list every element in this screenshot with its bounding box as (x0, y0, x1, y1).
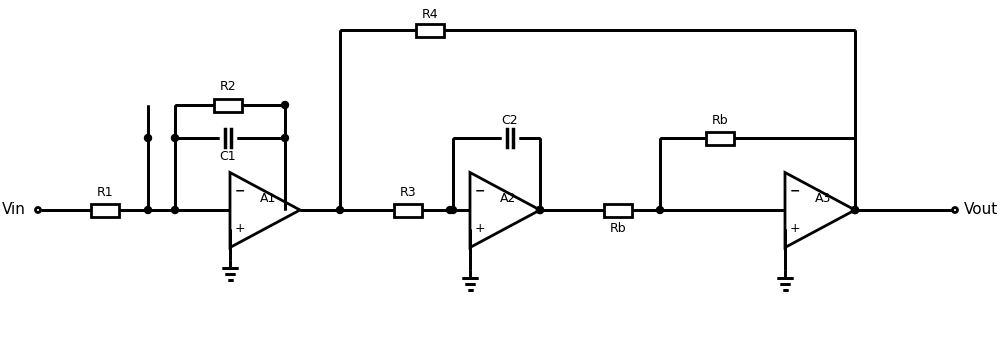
Text: Vin: Vin (2, 203, 26, 218)
Text: C1: C1 (220, 150, 236, 163)
Bar (706, 132, 734, 145)
Text: +: + (475, 222, 485, 235)
Text: Vout: Vout (964, 203, 998, 218)
Text: A3: A3 (815, 192, 832, 205)
Text: −: − (790, 185, 800, 198)
Circle shape (172, 206, 178, 213)
Circle shape (282, 101, 288, 108)
Circle shape (656, 206, 664, 213)
Text: R1: R1 (97, 185, 113, 199)
Text: −: − (475, 185, 485, 198)
Circle shape (144, 206, 152, 213)
Circle shape (536, 206, 544, 213)
Text: A2: A2 (500, 192, 517, 205)
Text: −: − (235, 185, 245, 198)
Bar (604, 204, 632, 217)
Bar (91, 204, 119, 217)
Circle shape (144, 134, 152, 141)
Bar (214, 99, 242, 112)
Text: R2: R2 (220, 80, 236, 93)
Circle shape (852, 206, 858, 213)
Bar (416, 24, 444, 37)
Text: +: + (790, 222, 800, 235)
Text: +: + (235, 222, 245, 235)
Circle shape (450, 206, 456, 213)
Circle shape (282, 134, 288, 141)
Text: R3: R3 (400, 185, 416, 199)
Bar (394, 204, 422, 217)
Circle shape (446, 206, 454, 213)
Circle shape (172, 134, 178, 141)
Circle shape (852, 206, 858, 213)
Circle shape (336, 206, 344, 213)
Text: R4: R4 (422, 7, 438, 20)
Text: C2: C2 (502, 113, 518, 126)
Text: Rb: Rb (712, 113, 728, 126)
Text: A1: A1 (260, 192, 277, 205)
Text: Rb: Rb (610, 221, 626, 234)
Circle shape (536, 206, 544, 213)
